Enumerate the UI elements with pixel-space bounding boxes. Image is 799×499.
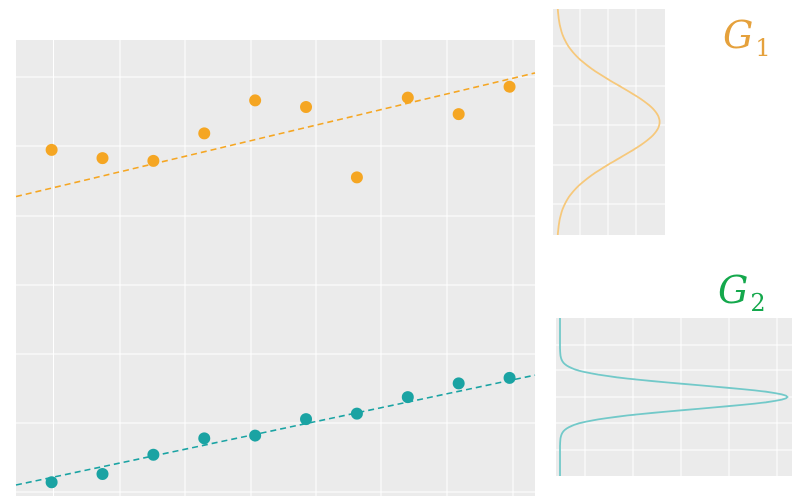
point-g2-7 (350, 407, 363, 420)
point-g1-7 (350, 171, 363, 184)
density-g1-grid (553, 9, 665, 235)
point-g2-3 (147, 448, 160, 461)
trend-lines (15, 72, 536, 486)
group-label-g1: G1 (723, 13, 771, 62)
scatter-panel (15, 40, 536, 496)
trend-line-1 (15, 72, 536, 198)
point-g2-10 (503, 371, 516, 384)
point-g2-1 (45, 476, 58, 489)
group-label-g2-sub: 2 (750, 289, 765, 317)
point-g1-5 (249, 94, 262, 107)
point-g1-10 (503, 80, 516, 93)
group-label-g1-sub: 1 (755, 34, 770, 62)
point-g2-2 (96, 468, 109, 481)
density-g2-grid (556, 318, 792, 476)
point-g1-6 (300, 101, 313, 114)
scatter-points (45, 80, 516, 489)
point-g2-8 (401, 391, 414, 404)
point-g2-9 (452, 377, 465, 390)
density-curve-g1 (556, 8, 661, 236)
trend-line-2 (15, 374, 536, 486)
density-panel-g1 (553, 8, 665, 236)
point-g1-1 (45, 143, 58, 156)
point-g1-3 (147, 154, 160, 167)
group-label-g2: G2 (718, 268, 766, 317)
density-panel-g1-background (553, 9, 665, 235)
point-g1-4 (198, 127, 211, 140)
point-g2-6 (300, 413, 313, 426)
point-g1-9 (452, 108, 465, 121)
point-g1-2 (96, 152, 109, 165)
scatter-grid (16, 40, 535, 496)
point-g1-8 (401, 91, 414, 104)
group-label-g1-main: G (723, 13, 753, 57)
point-g2-4 (198, 432, 211, 445)
scatter-panel-background (16, 40, 535, 496)
density-curve-g2 (559, 318, 789, 476)
group-label-g2-main: G (718, 268, 748, 312)
density-panel-g2 (556, 318, 792, 476)
point-g2-5 (249, 429, 262, 442)
